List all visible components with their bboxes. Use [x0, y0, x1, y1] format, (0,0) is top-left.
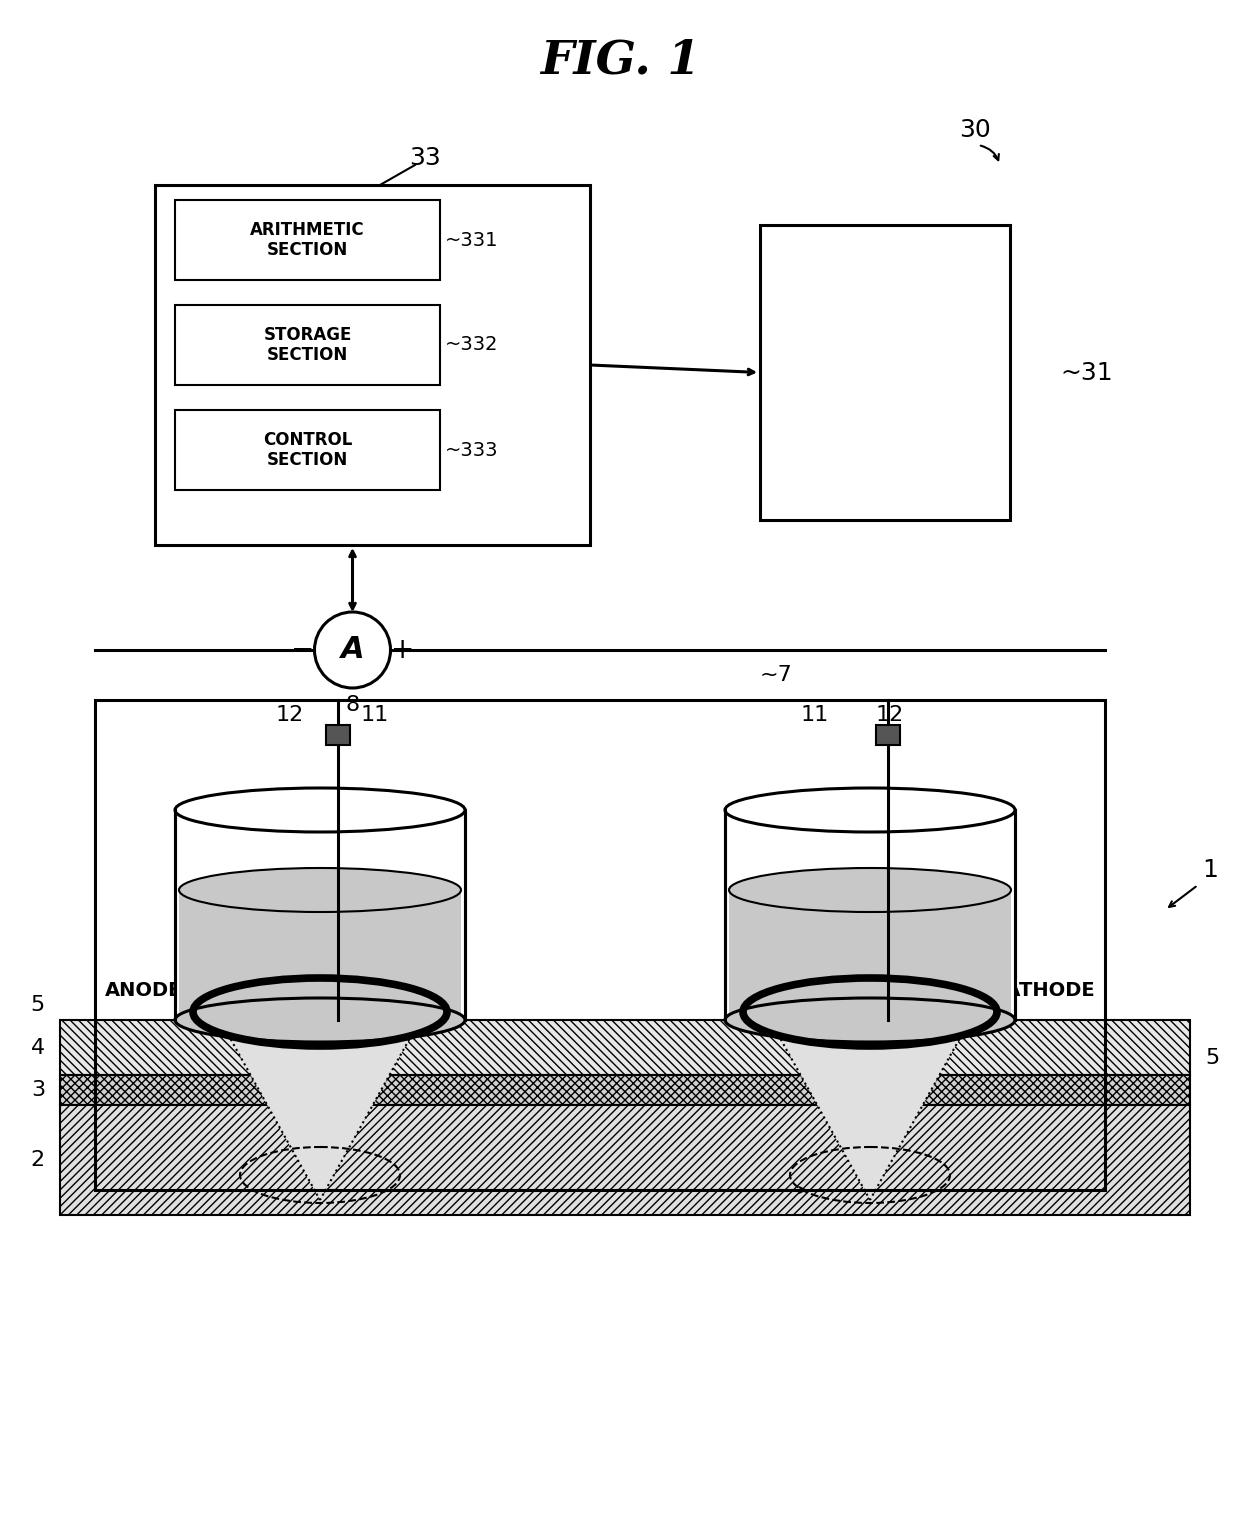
Polygon shape — [770, 1020, 970, 1200]
Bar — [875, 724, 900, 744]
Text: 4: 4 — [31, 1038, 45, 1058]
Text: 12a: 12a — [770, 1030, 812, 1050]
Ellipse shape — [175, 998, 465, 1043]
Text: ~31: ~31 — [1060, 360, 1112, 384]
Bar — [729, 891, 1011, 1020]
Ellipse shape — [175, 787, 465, 832]
Bar — [725, 811, 1016, 1020]
Ellipse shape — [729, 867, 1011, 912]
Ellipse shape — [315, 612, 391, 687]
Text: ANODE: ANODE — [105, 981, 182, 1000]
Text: ARITHMETIC
SECTION: ARITHMETIC SECTION — [250, 220, 365, 260]
Bar — [326, 724, 350, 744]
Text: +: + — [391, 637, 414, 664]
Text: 11: 11 — [801, 704, 830, 724]
Text: 12: 12 — [875, 704, 904, 724]
Bar — [175, 811, 465, 1020]
Text: ~7: ~7 — [760, 664, 792, 684]
Ellipse shape — [725, 787, 1016, 832]
Ellipse shape — [725, 998, 1016, 1043]
Text: ~331: ~331 — [445, 231, 498, 249]
Text: 30: 30 — [959, 118, 991, 141]
Bar — [179, 891, 461, 1020]
Bar — [60, 1104, 1190, 1215]
Bar — [760, 225, 1011, 520]
Text: CATHODE: CATHODE — [991, 981, 1095, 1000]
Text: 12: 12 — [275, 704, 304, 724]
Text: −: − — [291, 637, 314, 664]
Text: CONTROL
SECTION: CONTROL SECTION — [263, 431, 352, 469]
Bar — [175, 305, 440, 384]
Text: 12a: 12a — [355, 1030, 397, 1050]
Text: 5: 5 — [31, 995, 45, 1015]
Text: A: A — [341, 635, 365, 664]
Bar — [60, 1020, 1190, 1075]
Text: 1: 1 — [1202, 858, 1218, 881]
Bar — [95, 700, 1105, 1190]
Text: 11: 11 — [361, 704, 389, 724]
Text: 8: 8 — [346, 695, 360, 715]
Text: STORAGE
SECTION: STORAGE SECTION — [263, 326, 352, 365]
Bar — [155, 185, 590, 544]
Bar — [60, 1075, 1190, 1104]
Text: 33: 33 — [409, 146, 441, 171]
Bar — [175, 411, 440, 491]
Text: ~333: ~333 — [445, 440, 498, 460]
Text: 6: 6 — [920, 920, 934, 940]
Text: 6: 6 — [370, 920, 384, 940]
Text: FIG. 1: FIG. 1 — [539, 37, 701, 83]
Text: 3: 3 — [31, 1080, 45, 1100]
Text: e⁻: e⁻ — [583, 1163, 608, 1183]
Text: 5: 5 — [1205, 1047, 1219, 1067]
Polygon shape — [219, 1020, 420, 1200]
Bar — [175, 200, 440, 280]
Text: 2: 2 — [31, 1150, 45, 1170]
Text: ~332: ~332 — [445, 335, 498, 354]
Ellipse shape — [179, 867, 461, 912]
